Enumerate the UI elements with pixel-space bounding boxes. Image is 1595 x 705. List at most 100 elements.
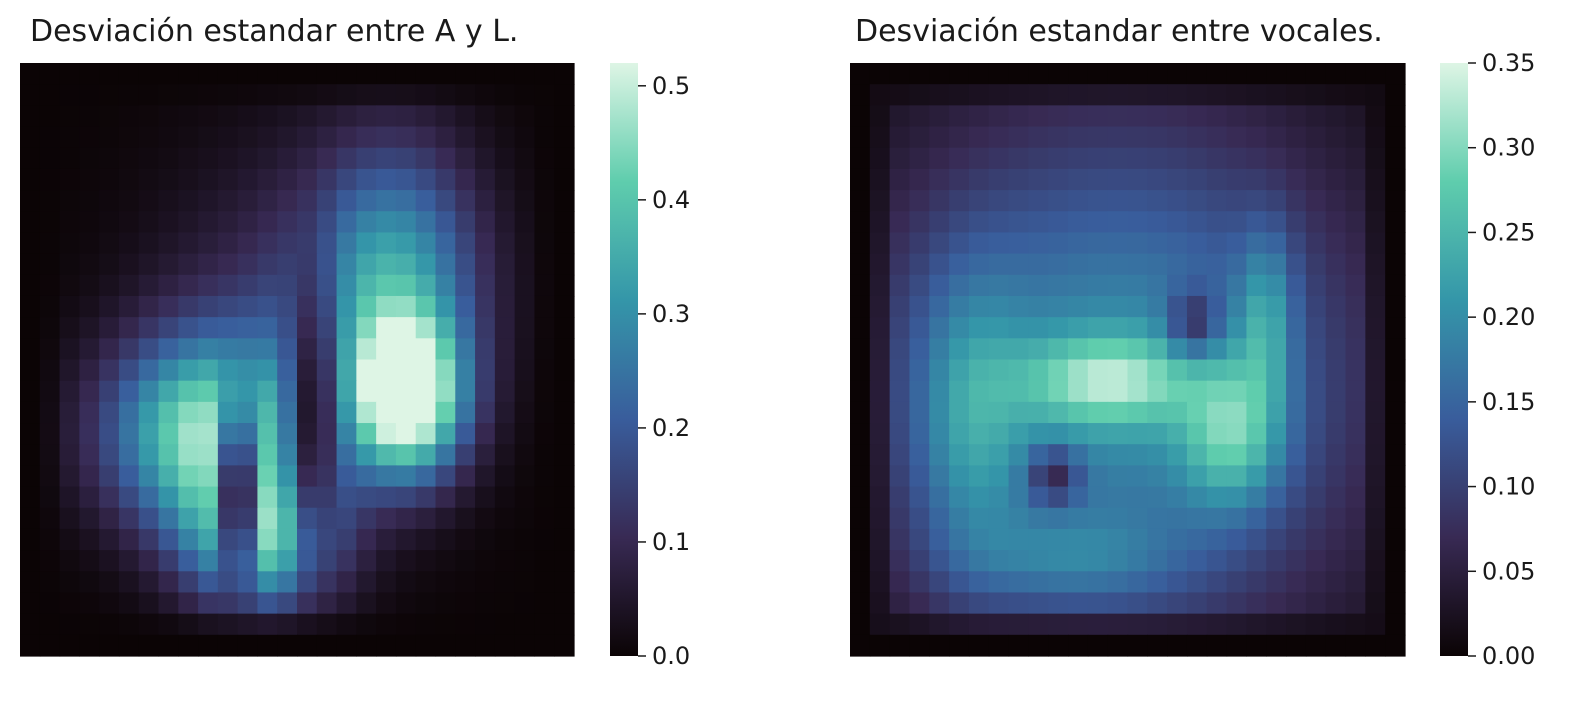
heatmap-cell — [1345, 507, 1366, 530]
heatmap-cell — [1305, 465, 1327, 488]
heatmap-cell — [1147, 232, 1168, 255]
heatmap-cell — [118, 550, 140, 572]
heatmap-cell — [316, 338, 338, 361]
heatmap-cell — [554, 613, 575, 636]
heatmap-cell — [455, 634, 476, 657]
heatmap-cell — [494, 571, 516, 594]
heatmap-cell — [20, 613, 41, 636]
heatmap-cell — [949, 253, 970, 276]
heatmap-cell — [554, 423, 575, 445]
heatmap-cell — [1127, 401, 1148, 424]
heatmap-cell — [949, 507, 970, 530]
colorbar-tick-label: 0.05 — [1482, 557, 1535, 585]
heatmap-cell — [1226, 168, 1248, 191]
heatmap-cell — [1385, 465, 1406, 488]
heatmap-cell — [909, 295, 930, 318]
heatmap-cell — [178, 253, 199, 276]
heatmap-cell — [1286, 634, 1307, 657]
heatmap-cell — [20, 592, 41, 615]
heatmap-cell — [554, 63, 575, 85]
heatmap-cell — [237, 232, 259, 255]
heatmap-cell — [1147, 444, 1168, 466]
heatmap-cell — [316, 465, 338, 488]
heatmap-cell — [138, 274, 160, 297]
heatmap-cell — [1167, 592, 1188, 615]
heatmap-cell — [178, 168, 199, 191]
heatmap-cell — [1305, 147, 1327, 170]
heatmap-cell — [277, 571, 298, 594]
heatmap-cell — [39, 507, 61, 530]
heatmap-cell — [39, 190, 61, 212]
heatmap-cell — [435, 592, 456, 615]
heatmap-cell — [1107, 84, 1129, 106]
heatmap-cell — [1107, 274, 1129, 297]
heatmap-cell — [435, 380, 456, 403]
heatmap-cell — [1028, 423, 1049, 445]
heatmap-cell — [534, 232, 555, 255]
heatmap-cell — [435, 232, 456, 255]
colorbar-tick-label: 0.0 — [652, 642, 690, 670]
heatmap-cell — [494, 126, 516, 149]
heatmap-cell — [1305, 338, 1327, 361]
heatmap-cell — [1365, 380, 1386, 403]
heatmap-cell — [217, 380, 239, 403]
heatmap-cell — [277, 528, 298, 551]
heatmap-cell — [1206, 274, 1228, 297]
heatmap-cell — [1127, 444, 1148, 466]
colorbar-tick-label: 0.3 — [652, 300, 690, 328]
heatmap-cell — [1127, 190, 1148, 212]
heatmap-cell — [435, 105, 456, 128]
heatmap-cell — [534, 359, 555, 382]
heatmap-cell — [949, 359, 970, 382]
heatmap-cell — [415, 444, 437, 466]
heatmap-cell — [118, 634, 140, 657]
heatmap-cell — [395, 295, 417, 318]
heatmap-cell — [356, 190, 377, 212]
heatmap-cell — [59, 63, 80, 85]
heatmap-cell — [118, 232, 140, 255]
heatmap-cell — [1286, 147, 1307, 170]
heatmap-cell — [198, 126, 219, 149]
heatmap-cell — [277, 592, 298, 615]
heatmap-cell — [1048, 295, 1069, 318]
heatmap-cell — [277, 147, 298, 170]
heatmap-cell — [514, 232, 536, 255]
heatmap-cell — [79, 295, 100, 318]
heatmap-cell — [1365, 253, 1386, 276]
heatmap-cell — [949, 401, 970, 424]
heatmap-cell — [949, 232, 970, 255]
heatmap-cell — [257, 168, 278, 191]
heatmap-cell — [1226, 550, 1248, 572]
heatmap-cell — [1226, 126, 1248, 149]
heatmap-cell — [988, 634, 1010, 657]
heatmap-cell — [336, 359, 357, 382]
heatmap-cell — [1385, 211, 1406, 234]
heatmap-cell — [1286, 126, 1307, 149]
heatmap-cell — [968, 317, 990, 339]
heatmap-cell — [869, 380, 891, 403]
heatmap-cell — [988, 190, 1010, 212]
heatmap-cell — [1325, 613, 1347, 636]
heatmap-cell — [909, 401, 930, 424]
heatmap-cell — [1286, 507, 1307, 530]
heatmap-cell — [850, 423, 871, 445]
heatmap-cell — [889, 444, 911, 466]
heatmap-cell — [39, 63, 61, 85]
heatmap-cell — [435, 63, 456, 85]
heatmap-cell — [356, 126, 377, 149]
heatmap-cell — [395, 338, 417, 361]
heatmap-cell — [1246, 613, 1267, 636]
heatmap-cell — [297, 465, 318, 488]
heatmap-cell — [435, 147, 456, 170]
heatmap-cell — [158, 168, 179, 191]
heatmap-cell — [968, 84, 990, 106]
heatmap-cell — [949, 105, 970, 128]
heatmap-cell — [1246, 401, 1267, 424]
heatmap-cell — [39, 401, 61, 424]
heatmap-cell — [1226, 274, 1248, 297]
heatmap-cell — [1048, 486, 1069, 509]
heatmap-cell — [988, 232, 1010, 255]
heatmap-cell — [336, 147, 357, 170]
heatmap-cell — [217, 168, 239, 191]
heatmap-cell — [1325, 317, 1347, 339]
